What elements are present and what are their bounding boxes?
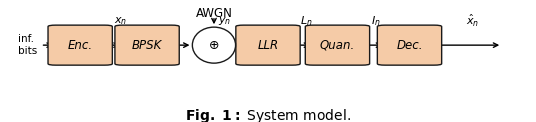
Ellipse shape — [192, 27, 236, 63]
FancyBboxPatch shape — [48, 25, 113, 65]
Text: BPSK: BPSK — [132, 39, 162, 52]
FancyBboxPatch shape — [236, 25, 300, 65]
Text: $\oplus$: $\oplus$ — [209, 39, 220, 52]
Text: $\hat{x}_n$: $\hat{x}_n$ — [466, 13, 479, 29]
Text: Quan.: Quan. — [320, 39, 355, 52]
Text: inf.
bits: inf. bits — [18, 34, 38, 56]
Text: $L_n$: $L_n$ — [300, 14, 313, 28]
Text: $y_n$: $y_n$ — [218, 15, 231, 27]
Text: Enc.: Enc. — [68, 39, 93, 52]
Text: $x_n$: $x_n$ — [114, 15, 127, 27]
FancyBboxPatch shape — [306, 25, 370, 65]
Text: AWGN: AWGN — [196, 7, 233, 20]
FancyBboxPatch shape — [377, 25, 442, 65]
FancyBboxPatch shape — [115, 25, 179, 65]
Text: LLR: LLR — [257, 39, 279, 52]
Text: $\bf{Fig.\ 1:}$ System model.: $\bf{Fig.\ 1:}$ System model. — [185, 107, 351, 122]
Text: $I_n$: $I_n$ — [371, 14, 381, 28]
Text: Dec.: Dec. — [396, 39, 423, 52]
